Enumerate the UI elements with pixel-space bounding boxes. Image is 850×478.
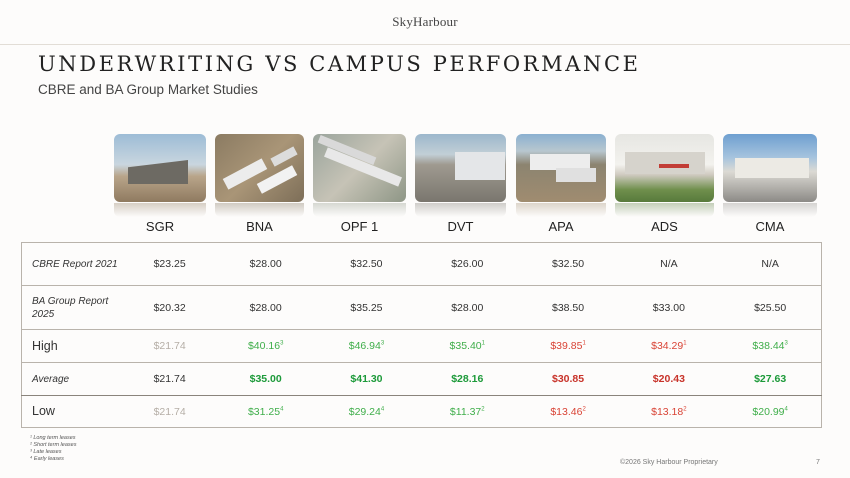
- table-cell: $28.16: [416, 362, 518, 396]
- table-cell: $34.291: [618, 329, 720, 363]
- table-cell: $21.74: [124, 362, 216, 396]
- column-header-dvt: DVT: [447, 219, 474, 234]
- column-header-opf1: OPF 1: [340, 219, 379, 234]
- row-label: Average: [21, 362, 124, 396]
- hangar-photo-ads: [615, 134, 714, 202]
- table-cell: $35.00: [215, 362, 317, 396]
- table-cell: $39.851: [517, 329, 619, 363]
- table-row-average: Average $21.74 $35.00 $41.30 $28.16 $30.…: [21, 362, 823, 396]
- table-cell: $27.63: [719, 362, 823, 396]
- table-row-ba-group: BA Group Report 2025 $20.32 $28.00 $35.2…: [21, 285, 823, 330]
- column-header-cma: CMA: [755, 219, 785, 234]
- table-cell: $28.00: [215, 285, 317, 330]
- table-cell: $30.85: [517, 362, 619, 396]
- column-header-sgr: SGR: [145, 219, 175, 234]
- row-label: High: [21, 329, 124, 363]
- table-cell: $29.244: [316, 395, 417, 428]
- table-row-cbre: CBRE Report 2021 $23.25 $28.00 $32.50 $2…: [21, 242, 823, 286]
- table-cell: $35.25: [316, 285, 417, 330]
- table-cell: $28.00: [215, 242, 317, 286]
- table-cell: $23.25: [124, 242, 216, 286]
- table-cell: N/A: [618, 242, 720, 286]
- row-label: CBRE Report 2021: [21, 242, 124, 286]
- table-cell: $21.74: [124, 329, 216, 363]
- table-cell: N/A: [719, 242, 823, 286]
- table-cell: $46.943: [316, 329, 417, 363]
- copyright-notice: ©2026 Sky Harbour Proprietary: [620, 459, 718, 466]
- footnotes: ¹ Long term leases ² Short term leases ³…: [30, 435, 76, 463]
- table-cell: $32.50: [517, 242, 619, 286]
- table-cell: $20.32: [124, 285, 216, 330]
- table-cell: $20.43: [618, 362, 720, 396]
- hangar-photo-bna: [215, 134, 304, 202]
- table-cell: $32.50: [316, 242, 417, 286]
- table-cell: $26.00: [416, 242, 518, 286]
- page-number: 7: [816, 459, 820, 466]
- table-cell: $38.50: [517, 285, 619, 330]
- footnote: ¹ Long term leases: [30, 435, 76, 441]
- column-header-ads: ADS: [651, 219, 678, 234]
- hangar-photo-opf1: [313, 134, 406, 202]
- row-label: Low: [21, 395, 124, 428]
- table-cell: $21.74: [124, 395, 216, 428]
- table-cell: $41.30: [316, 362, 417, 396]
- footnote: ⁴ Early leases: [30, 456, 64, 462]
- row-label: BA Group Report 2025: [21, 285, 124, 330]
- table-row-low: Low $21.74 $31.254 $29.244 $11.372 $13.4…: [21, 395, 823, 428]
- footnote: ³ Late leases: [30, 449, 62, 455]
- table-cell: $40.163: [215, 329, 317, 363]
- hangar-photo-cma: [723, 134, 817, 202]
- table-cell: $28.00: [416, 285, 518, 330]
- table-cell: $11.372: [416, 395, 518, 428]
- table-cell: $13.182: [618, 395, 720, 428]
- table-cell: $31.254: [215, 395, 317, 428]
- table-cell: $35.401: [416, 329, 518, 363]
- table-cell: $38.443: [719, 329, 823, 363]
- page-subtitle: CBRE and BA Group Market Studies: [38, 82, 258, 97]
- footnote: ² Short term leases: [30, 442, 77, 448]
- table-cell: $20.994: [719, 395, 823, 428]
- page-title: UNDERWRITING VS CAMPUS PERFORMANCE: [38, 52, 641, 76]
- table-cell: $25.50: [719, 285, 823, 330]
- column-header-bna: BNA: [246, 219, 273, 234]
- table-cell: $13.462: [517, 395, 619, 428]
- hangar-photo-dvt: [415, 134, 506, 202]
- company-logo: SkyHarbour: [392, 14, 458, 29]
- performance-table: CBRE Report 2021 $23.25 $28.00 $32.50 $2…: [21, 242, 823, 428]
- hangar-photo-sgr: [114, 134, 206, 202]
- column-header-apa: APA: [548, 219, 574, 234]
- table-cell: $33.00: [618, 285, 720, 330]
- table-row-high: High $21.74 $40.163 $46.943 $35.401 $39.…: [21, 329, 823, 363]
- hangar-photo-apa: [516, 134, 606, 202]
- header-divider: [0, 44, 850, 45]
